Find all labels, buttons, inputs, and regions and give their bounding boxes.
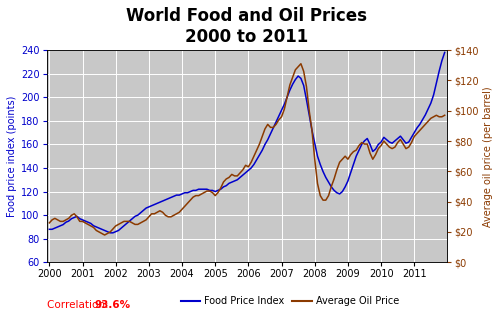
Text: 93.6%: 93.6% [94,300,130,310]
Text: Correlation:: Correlation: [46,300,112,310]
Y-axis label: Average oil price (per barrel): Average oil price (per barrel) [483,86,493,226]
Y-axis label: Food price index (points): Food price index (points) [7,95,17,217]
Legend: Food Price Index, Average Oil Price: Food Price Index, Average Oil Price [177,292,403,310]
Title: World Food and Oil Prices
2000 to 2011: World Food and Oil Prices 2000 to 2011 [126,7,368,46]
